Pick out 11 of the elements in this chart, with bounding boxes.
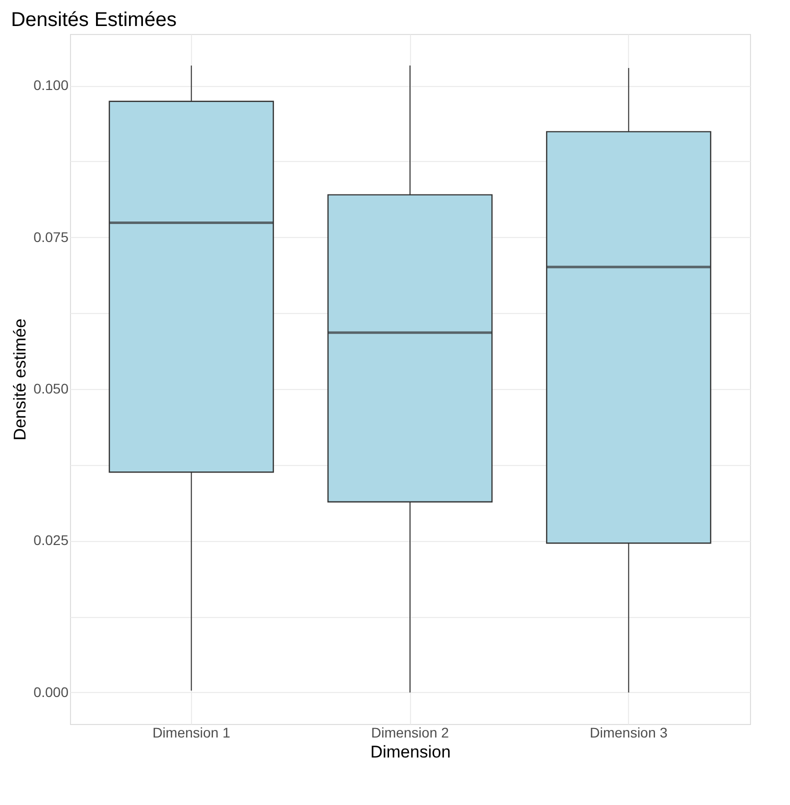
x-tick-label: Dimension 3 xyxy=(590,724,668,740)
y-tick-label: 0.050 xyxy=(33,380,69,397)
chart-title: Densités Estimées xyxy=(10,9,177,31)
y-tick-label: 0.075 xyxy=(33,228,69,245)
y-tick-label: 0.100 xyxy=(33,77,69,94)
y-tick-label: 0.025 xyxy=(33,532,69,548)
y-tick-label: 0.000 xyxy=(33,684,69,700)
x-tick-label: Dimension 1 xyxy=(152,724,230,740)
x-tick-label: Dimension 2 xyxy=(371,724,450,740)
x-axis-title: Dimension xyxy=(370,742,451,762)
y-axis-title: Densité estimée xyxy=(10,318,30,440)
